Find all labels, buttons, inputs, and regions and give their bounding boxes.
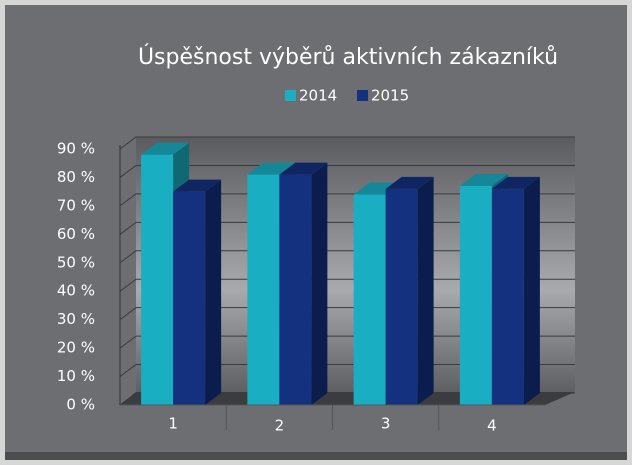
bar-face bbox=[353, 194, 386, 405]
bar-face bbox=[173, 179, 222, 192]
bar-face bbox=[173, 191, 206, 405]
x-tick-label: 1 bbox=[168, 415, 178, 433]
bar-face bbox=[491, 188, 524, 405]
bar-face bbox=[459, 173, 508, 186]
x-tick-label: 4 bbox=[487, 417, 497, 435]
x-tick-label: 2 bbox=[275, 417, 285, 435]
y-tick-label: 70 % bbox=[57, 196, 95, 214]
bar-face bbox=[279, 162, 328, 175]
bar-face bbox=[205, 179, 222, 405]
x-tick-label: 3 bbox=[381, 415, 391, 433]
bar-face bbox=[311, 162, 328, 405]
y-tick-label: 10 % bbox=[57, 367, 95, 385]
grid-line bbox=[119, 164, 575, 178]
bar bbox=[491, 176, 540, 405]
bar-face bbox=[141, 154, 174, 405]
legend-label: 2015 bbox=[371, 87, 409, 105]
bar-face bbox=[385, 188, 418, 405]
bar-face bbox=[385, 176, 434, 189]
legend-swatch bbox=[285, 90, 296, 101]
y-tick-label: 0 % bbox=[66, 396, 95, 414]
legend-swatch bbox=[357, 90, 368, 101]
y-tick-label: 20 % bbox=[57, 339, 95, 357]
y-tick-label: 60 % bbox=[57, 225, 95, 243]
y-tick-label: 30 % bbox=[57, 310, 95, 328]
bar-face bbox=[141, 142, 190, 155]
y-tick-label: 90 % bbox=[57, 140, 95, 158]
chart-title: Úspěšnost výběrů aktivních zákazníků bbox=[138, 44, 558, 70]
bar-face bbox=[247, 174, 280, 405]
y-tick-label: 50 % bbox=[57, 253, 95, 271]
legend-label: 2014 bbox=[299, 87, 337, 105]
grid-line bbox=[119, 136, 575, 150]
bar-face bbox=[417, 176, 434, 405]
panel-bottom bbox=[5, 452, 627, 460]
bar-face bbox=[523, 176, 540, 405]
y-tick-label: 40 % bbox=[57, 282, 95, 300]
bar-face bbox=[279, 174, 312, 405]
bar-face bbox=[459, 185, 492, 405]
y-tick-label: 80 % bbox=[57, 168, 95, 186]
bar bbox=[173, 179, 222, 405]
bar-face bbox=[491, 176, 540, 189]
bar bbox=[279, 162, 328, 405]
bar bbox=[385, 176, 434, 405]
